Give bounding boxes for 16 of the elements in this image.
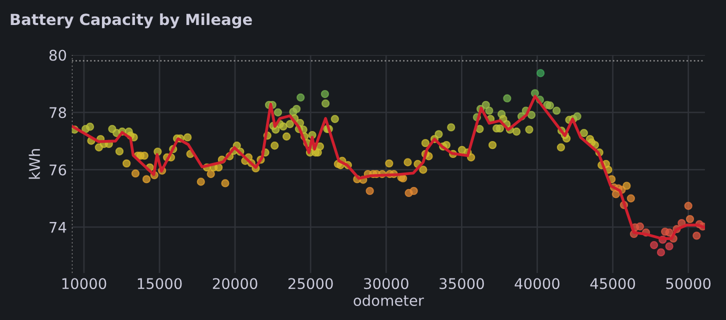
y-tick-label: 76 xyxy=(50,164,66,176)
y-tick-label: 74 xyxy=(50,222,66,233)
x-tick-label: 25000 xyxy=(288,278,333,290)
x-tick-label: 15000 xyxy=(138,278,182,290)
x-tick-label: 40000 xyxy=(514,278,560,290)
x-tick-label: 35000 xyxy=(440,278,484,290)
x-axis-title: odometer xyxy=(354,294,424,306)
y-tick-label: 78 xyxy=(50,107,66,118)
x-tick-label: 30000 xyxy=(364,278,408,290)
x-tick-label: 20000 xyxy=(212,278,258,290)
x-tick-label: 45000 xyxy=(590,278,636,290)
x-tick-label: 10000 xyxy=(62,278,106,290)
chart-title: Battery Capacity by Mileage xyxy=(10,13,252,28)
y-tick-label: 80 xyxy=(49,50,66,61)
x-tick-label: 50000 xyxy=(666,278,711,290)
y-axis-title: kWh xyxy=(28,149,40,179)
